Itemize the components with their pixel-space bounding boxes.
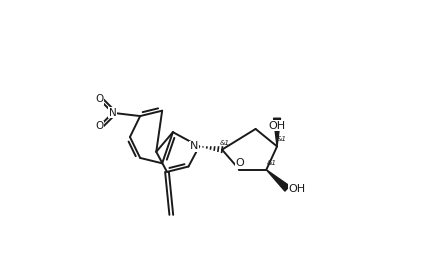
Text: &1: &1 [266,160,276,166]
Polygon shape [266,170,290,191]
Text: O: O [95,121,103,131]
Polygon shape [273,118,280,146]
Text: &1: &1 [277,136,287,142]
Text: N: N [109,108,117,118]
Text: O: O [235,158,244,168]
Text: N: N [190,141,198,152]
Text: OH: OH [289,184,306,193]
Text: O: O [95,95,103,104]
Text: &1: &1 [220,140,230,146]
Text: OH: OH [269,121,286,131]
